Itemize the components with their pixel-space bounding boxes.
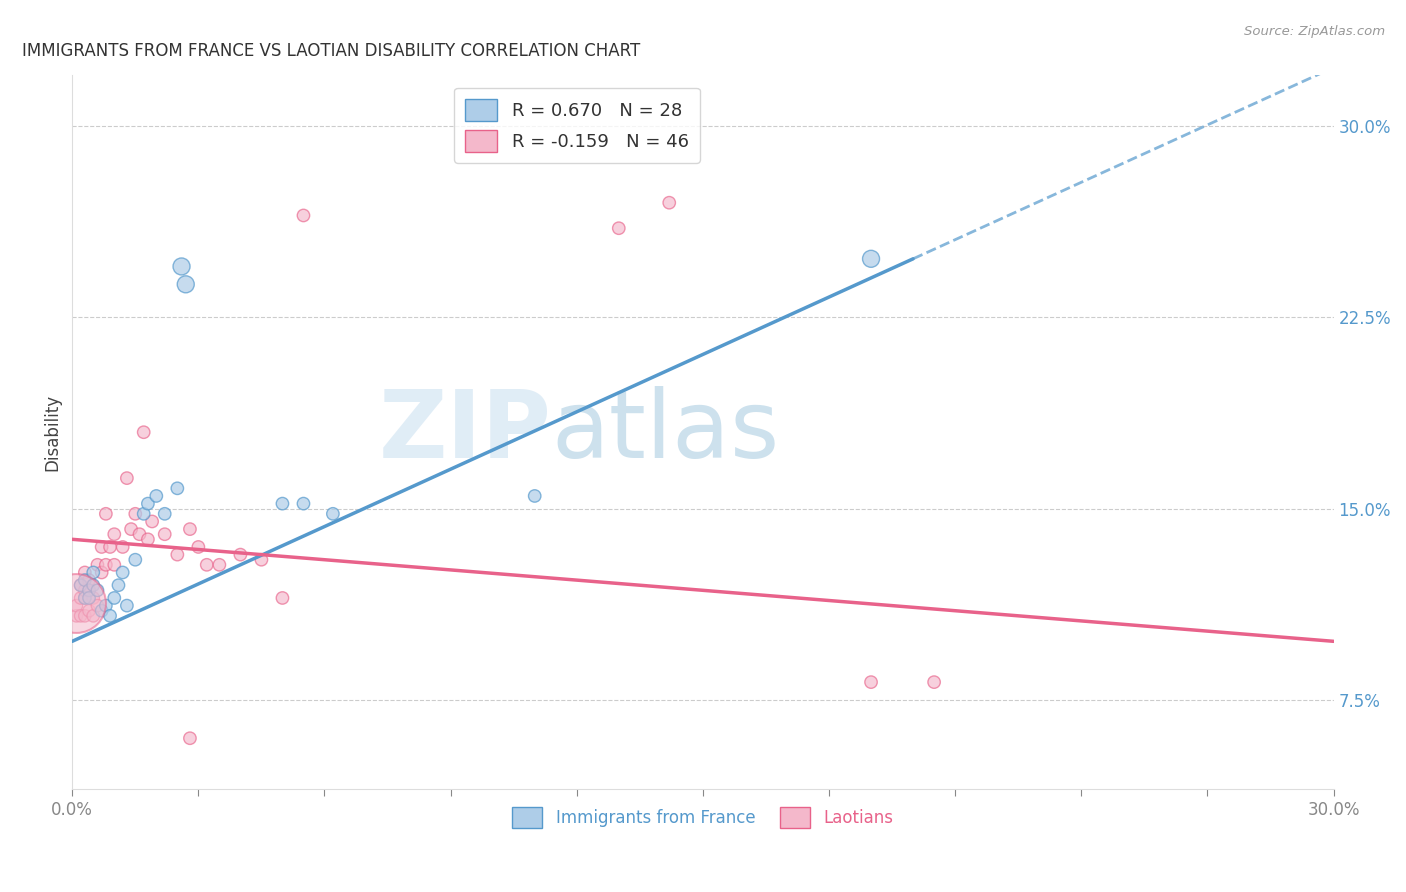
Point [82,608,104,623]
Point [73,591,96,605]
Point [187,540,209,554]
Point [292,209,315,223]
Point [153,507,176,521]
Point [523,489,546,503]
Point [115,471,138,485]
Point [73,591,96,605]
Point [98,608,121,623]
Point [166,548,188,562]
Point [292,497,315,511]
Point [69,608,91,623]
Point [65,596,87,610]
Point [98,540,121,554]
Text: ZIP: ZIP [378,386,551,478]
Point [90,604,112,618]
Point [94,599,117,613]
Point [73,566,96,580]
Point [111,566,134,580]
Point [115,599,138,613]
Y-axis label: Disability: Disability [44,393,60,471]
Point [103,558,125,572]
Point [208,558,231,572]
Point [103,591,125,605]
Point [179,731,201,746]
Point [86,583,108,598]
Point [195,558,218,572]
Point [860,675,883,690]
Point [124,552,146,566]
Point [77,573,100,587]
Point [94,507,117,521]
Point [65,608,87,623]
Point [174,277,197,292]
Text: Source: ZipAtlas.com: Source: ZipAtlas.com [1244,25,1385,38]
Point [82,566,104,580]
Point [94,558,117,572]
Point [86,599,108,613]
Text: atlas: atlas [551,386,780,478]
Point [111,540,134,554]
Point [170,260,193,274]
Point [136,497,159,511]
Point [922,675,945,690]
Point [103,527,125,541]
Point [132,507,155,521]
Point [86,558,108,572]
Point [132,425,155,440]
Point [69,591,91,605]
Point [136,533,159,547]
Point [90,566,112,580]
Point [607,221,630,235]
Point [73,608,96,623]
Point [77,591,100,605]
Point [179,522,201,536]
Point [250,552,273,566]
Legend: Immigrants from France, Laotians: Immigrants from France, Laotians [506,801,900,834]
Point [107,578,129,592]
Point [322,507,344,521]
Point [128,527,150,541]
Point [271,591,294,605]
Point [860,252,883,266]
Point [271,497,294,511]
Point [77,583,100,598]
Point [90,540,112,554]
Point [120,522,142,536]
Point [124,507,146,521]
Point [658,195,681,210]
Point [82,578,104,592]
Point [73,573,96,587]
Point [65,599,87,613]
Point [82,591,104,605]
Point [145,489,167,503]
Point [73,583,96,598]
Point [166,481,188,495]
Point [153,527,176,541]
Point [69,578,91,592]
Text: IMMIGRANTS FROM FRANCE VS LAOTIAN DISABILITY CORRELATION CHART: IMMIGRANTS FROM FRANCE VS LAOTIAN DISABI… [21,42,640,60]
Point [77,583,100,598]
Point [141,515,163,529]
Point [77,604,100,618]
Point [69,578,91,592]
Point [229,548,252,562]
